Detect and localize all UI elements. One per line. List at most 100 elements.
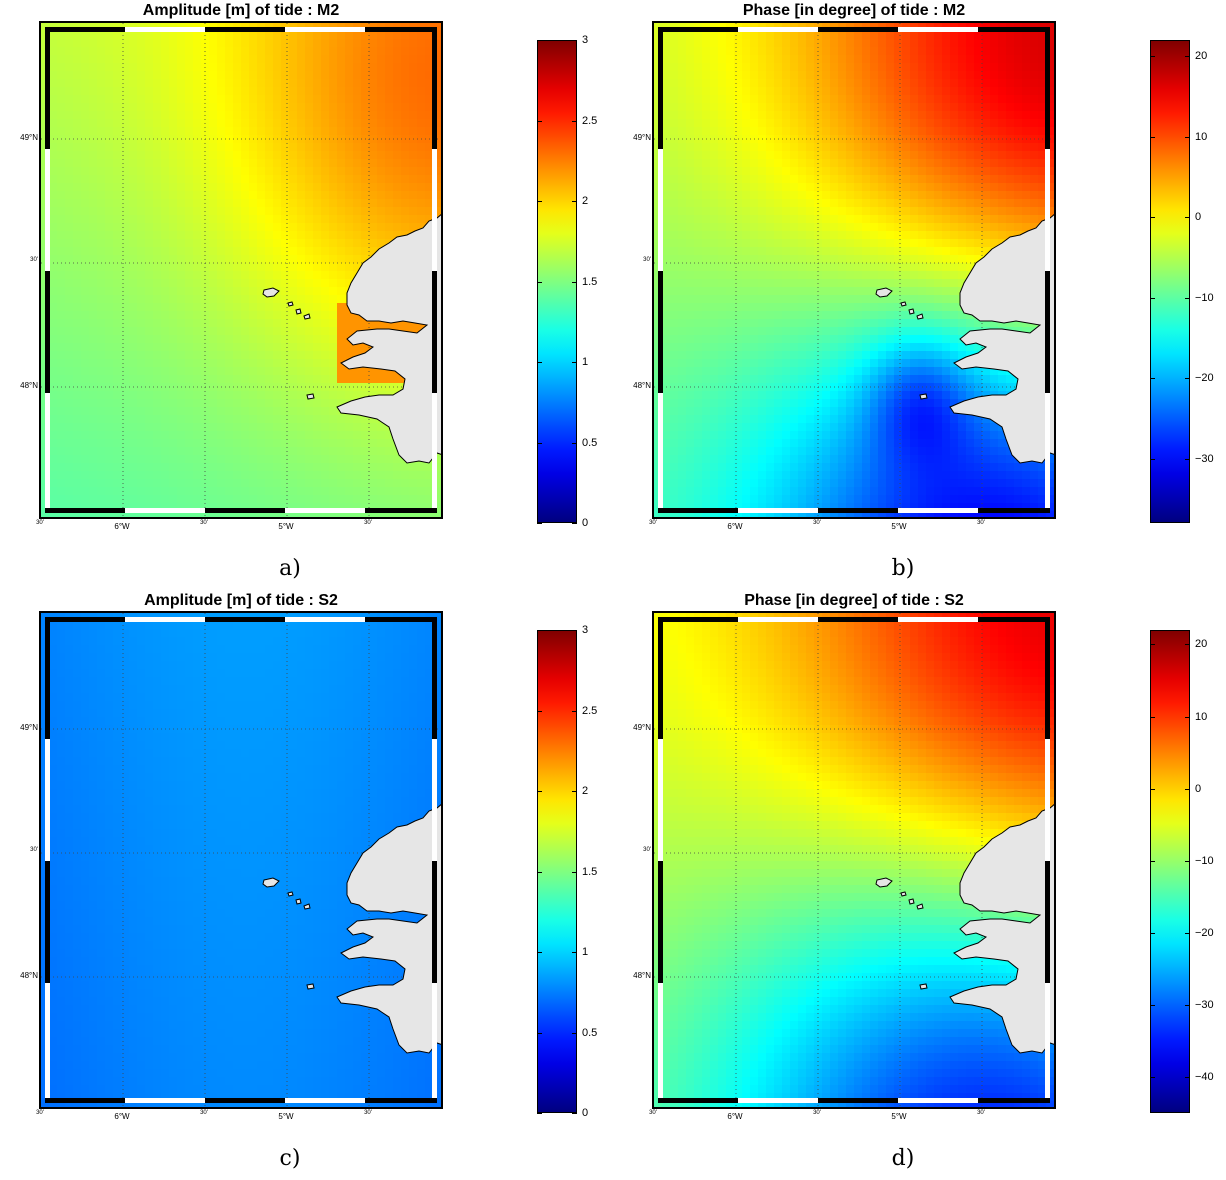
colorbar-tick-label: −20	[1195, 372, 1214, 385]
lat-tick-label: 49°N	[633, 133, 651, 142]
colorbar-tick-mark	[537, 442, 542, 444]
island	[919, 393, 928, 400]
lat-tick-label: 30'	[643, 847, 651, 853]
colorbar-tick-mark	[537, 710, 542, 712]
island	[919, 983, 928, 990]
lat-tick-label: 30'	[30, 847, 38, 853]
tide-map	[653, 612, 1055, 1108]
colorbar-tick-label: 3	[582, 624, 589, 636]
colorbar-tick-label: 1.5	[582, 275, 598, 288]
colorbar-tick-mark	[1185, 1076, 1190, 1078]
colorbar	[1150, 630, 1190, 1113]
lon-tick-label: 30'	[36, 520, 44, 526]
island	[900, 301, 907, 307]
colorbar-tick-mark	[572, 630, 577, 631]
lat-tick-label: 49°N	[20, 133, 38, 142]
colorbar-tick-mark	[537, 871, 542, 873]
colorbar-tick-label: 0	[1195, 782, 1202, 795]
colorbar-tick-label: 3	[582, 34, 589, 46]
colorbar	[537, 630, 577, 1113]
panel-label: d)	[891, 1146, 915, 1171]
colorbar-tick-mark	[1150, 788, 1155, 790]
tide-field-svg	[41, 23, 441, 517]
panel-label: c)	[279, 1146, 301, 1171]
island	[287, 301, 294, 307]
colorbar-tick-label: −30	[1195, 452, 1214, 465]
colorbar-tick-label: 2.5	[582, 114, 598, 127]
colorbar-tick-mark	[537, 120, 542, 122]
colorbar-tick-label: 2	[582, 785, 589, 797]
colorbar-tick-label: −20	[1195, 926, 1214, 939]
colorbar-tick-mark	[572, 871, 577, 873]
colorbar-tick-mark	[1185, 378, 1190, 380]
lon-tick-label: 6°W	[114, 1112, 130, 1121]
tide-field-svg	[41, 613, 441, 1107]
colorbar-tick-mark	[572, 120, 577, 122]
colorbar-tick-label: 0.5	[582, 1026, 598, 1039]
lat-tick-label: 30'	[30, 257, 38, 263]
lon-tick-label: 5°W	[278, 522, 294, 531]
colorbar-tick-mark	[1150, 217, 1155, 219]
colorbar-tick-mark	[1185, 716, 1190, 718]
colorbar-tick-mark	[1185, 217, 1190, 219]
colorbar-tick-label: 1	[582, 946, 589, 958]
colorbar-tick-label: 1.5	[582, 865, 598, 878]
colorbar-tick-label: 0	[582, 517, 589, 529]
colorbar-tick-label: 10	[1195, 130, 1208, 143]
lat-tick-label: 48°N	[20, 971, 38, 980]
island	[908, 308, 915, 315]
colorbar-tick-mark	[1185, 932, 1190, 934]
tide-map	[40, 612, 442, 1108]
map-panel-b: Phase [in degree] of tide : M2 49°N 30' 48°…	[613, 0, 1226, 590]
panel-title: Amplitude [m] of tide : M2	[142, 2, 340, 19]
map-panel-d: Phase [in degree] of tide : S2 49°N 30' 48°…	[613, 590, 1226, 1180]
colorbar-tick-mark	[572, 362, 577, 363]
colorbar-tick-mark	[572, 791, 577, 792]
panel-label: a)	[279, 556, 301, 581]
lat-tick-label: 48°N	[633, 381, 651, 390]
map-panel-a: Amplitude [m] of tide : M2 49°N 30' 48°N 30'…	[0, 0, 613, 590]
lon-tick-label: 5°W	[278, 1112, 294, 1121]
colorbar-tick-mark	[1150, 1076, 1155, 1078]
lon-tick-label: 5°W	[891, 522, 907, 531]
tide-map	[40, 22, 442, 518]
colorbar-tick-label: 0.5	[582, 436, 598, 449]
colorbar-tick-label: −10	[1195, 291, 1214, 304]
colorbar-tick-mark	[572, 952, 577, 953]
lon-tick-label: 5°W	[891, 1112, 907, 1121]
colorbar-tick-mark	[572, 442, 577, 444]
colorbar-tick-mark	[1185, 56, 1190, 58]
colorbar	[537, 40, 577, 523]
lat-tick-label: 49°N	[633, 723, 651, 732]
colorbar-tick-mark	[1150, 716, 1155, 718]
colorbar-tick-mark	[537, 952, 542, 953]
colorbar-tick-mark	[1150, 644, 1155, 646]
colorbar-tick-label: 20	[1195, 50, 1208, 63]
map-panel-c: Amplitude [m] of tide : S2 49°N 30' 48°N 30'…	[0, 590, 613, 1180]
colorbar-tick-label: 20	[1195, 638, 1208, 651]
colorbar-tick-mark	[1185, 136, 1190, 138]
colorbar-tick-label: 1	[582, 356, 589, 368]
colorbar-tick-mark	[537, 1113, 542, 1114]
island	[287, 891, 294, 897]
lat-tick-label: 49°N	[20, 723, 38, 732]
colorbar-tick-mark	[1185, 458, 1190, 460]
colorbar-tick-mark	[537, 791, 542, 792]
colorbar-tick-mark	[572, 40, 577, 41]
colorbar-tick-mark	[572, 201, 577, 202]
lon-tick-label: 6°W	[114, 522, 130, 531]
colorbar-tick-mark	[537, 362, 542, 363]
lon-tick-label: 30'	[200, 520, 208, 526]
island	[306, 393, 315, 400]
colorbar-tick-mark	[572, 1032, 577, 1034]
island	[295, 308, 302, 315]
colorbar-tick-mark	[572, 523, 577, 524]
colorbar-tick-mark	[572, 1113, 577, 1114]
tide-field-svg	[654, 613, 1054, 1107]
colorbar-tick-mark	[537, 201, 542, 202]
panel-title: Amplitude [m] of tide : S2	[144, 592, 338, 609]
colorbar-tick-mark	[1185, 297, 1190, 299]
colorbar-tick-mark	[1150, 860, 1155, 862]
colorbar-tick-label: −40	[1195, 1070, 1214, 1083]
colorbar-tick-label: −30	[1195, 998, 1214, 1011]
